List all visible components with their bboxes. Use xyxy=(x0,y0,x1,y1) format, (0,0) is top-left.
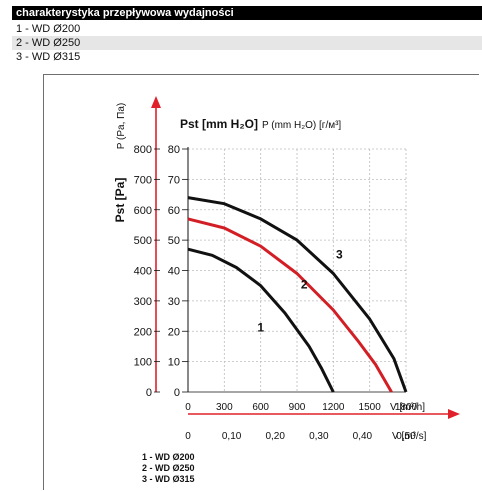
curve-label-2: 2 xyxy=(301,278,308,292)
y-tick-label-mmh2o: 80 xyxy=(168,144,180,156)
legend-line-3: 3 - WD Ø315 xyxy=(142,474,195,484)
chart-labels: 1 2 3 Pst [mm H₂O] P (mm H₂O) [г/м³] Pst [Pa]… xyxy=(113,103,343,484)
y-tick-label-mmh2o: 70 xyxy=(168,174,180,186)
curve-3 xyxy=(187,196,408,393)
x-tick-label-m3s: 0,20 xyxy=(265,431,285,442)
curve-2 xyxy=(187,217,393,393)
y-tick-label-pa: 400 xyxy=(134,266,152,278)
x-tick-label-m3s: 0 xyxy=(185,431,191,442)
y-tick-label-pa: 800 xyxy=(134,144,152,156)
x-tick-label-m3s: 0,30 xyxy=(309,431,329,442)
y-tick-label-pa: 100 xyxy=(134,357,152,369)
legend-line-1: 1 - WD Ø200 xyxy=(142,452,195,462)
x-tick-label-m3s: 0,50 xyxy=(396,431,416,442)
x-tick-label-m3h: 300 xyxy=(216,402,233,413)
spec-row-3: 3 - WD Ø315 xyxy=(16,51,81,63)
spec-row-2: 2 - WD Ø250 xyxy=(12,36,482,50)
y-title-pa: Pst [Pa] xyxy=(113,178,127,223)
y-tick-label-pa: 700 xyxy=(134,174,152,186)
x-tick-label-m3h: 900 xyxy=(289,402,306,413)
curve-label-3: 3 xyxy=(336,247,343,261)
x-tick-label-m3s: 0,40 xyxy=(353,431,373,442)
y-title-mmh2o-secondary: P (mm H₂O) [г/м³] xyxy=(262,120,341,131)
x-axis-unit-m3s: V [m³/s] xyxy=(392,431,427,442)
y-tick-label-mmh2o: 30 xyxy=(168,296,180,308)
y-tick-label-mmh2o: 10 xyxy=(168,357,180,369)
x-tick-label-m3h: 1500 xyxy=(359,402,382,413)
curve-1 xyxy=(187,247,335,393)
chart-frame xyxy=(43,74,479,490)
x-axis-arrow xyxy=(448,409,460,419)
x-tick-label-m3s: 0,10 xyxy=(222,431,242,442)
x-tick-label-m3h: 0 xyxy=(185,402,191,413)
curve-label-1: 1 xyxy=(257,320,264,334)
y-tick-label-mmh2o: 20 xyxy=(168,326,180,338)
y-tick-label-pa: 500 xyxy=(134,235,152,247)
section-header: charakterystyka przepływowa wydajności xyxy=(12,6,482,20)
y-tick-label-pa: 600 xyxy=(134,205,152,217)
x-tick-label-m3h: 600 xyxy=(252,402,269,413)
spec-row-1: 1 - WD Ø200 xyxy=(16,23,81,35)
y-title-mmh2o: Pst [mm H₂O] xyxy=(180,117,258,131)
x-tick-label-m3h: 1800 xyxy=(395,402,418,413)
y-tick-label-pa: 200 xyxy=(134,326,152,338)
chart-curves xyxy=(187,196,408,393)
x-tick-label-m3h: 1200 xyxy=(322,402,345,413)
y-title-pa-secondary: P (Pa, Па) xyxy=(116,103,127,149)
y-tick-label-pa: 300 xyxy=(134,296,152,308)
chart-grid xyxy=(188,148,407,392)
y-tick-label-mmh2o: 50 xyxy=(168,235,180,247)
y-tick-label-mmh2o: 0 xyxy=(174,387,180,399)
chart-axes xyxy=(151,96,460,419)
y-axis-arrow xyxy=(151,96,161,108)
x-axis-unit-m3h: V [m³/h] xyxy=(390,402,425,413)
chart-ticks: 0100200300400500600700800010203040506070… xyxy=(134,144,427,442)
y-tick-label-mmh2o: 40 xyxy=(168,266,180,278)
y-tick-label-pa: 0 xyxy=(146,387,152,399)
legend-line-2: 2 - WD Ø250 xyxy=(142,463,195,473)
y-tick-label-mmh2o: 60 xyxy=(168,205,180,217)
